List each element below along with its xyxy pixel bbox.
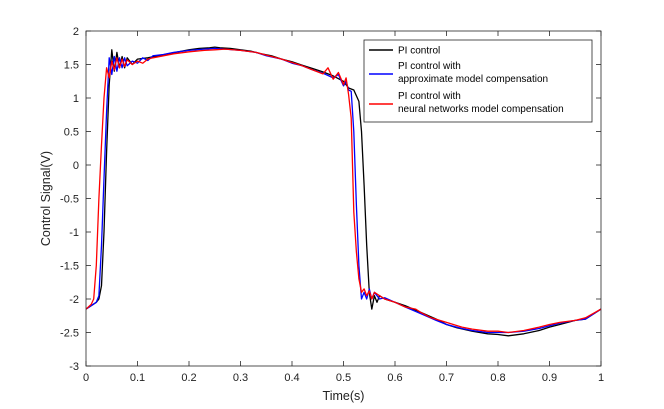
y-tick-label: -0.5: [60, 194, 79, 206]
legend-label-approx-line1: PI control with: [398, 61, 461, 72]
y-axis-ticks: -3 -2.5 -2 -1.5 -1 -0.5 0 0.5 1 1.5 2: [60, 26, 601, 373]
y-tick-label: 0.5: [64, 127, 79, 139]
x-tick-label: 0.6: [387, 372, 402, 384]
y-tick-label: 0: [73, 160, 79, 172]
x-axis-label: Time(s): [323, 389, 365, 403]
y-tick-label: 1.5: [64, 60, 79, 72]
y-tick-label: -1: [69, 227, 79, 239]
x-tick-label: 0.7: [439, 372, 454, 384]
series-lines: [86, 46, 601, 337]
legend-label-approx-line2: approximate model compensation: [398, 74, 548, 85]
x-tick-label: 0.2: [181, 372, 196, 384]
y-tick-label: -2: [69, 294, 79, 306]
x-tick-label: 1: [598, 372, 604, 384]
series-line-1: [86, 47, 601, 334]
x-tick-label: 0.5: [336, 372, 351, 384]
x-tick-label: 0.4: [284, 372, 299, 384]
y-tick-label: 2: [73, 26, 79, 38]
legend-label-nn-line2: neural networks model compensation: [398, 104, 564, 115]
series-line-2: [86, 48, 601, 334]
x-axis-ticks: 0 0.1 0.2 0.3 0.4 0.5 0.6 0.7 0.8 0.9 1: [83, 31, 604, 384]
legend-label-pi: PI control: [398, 46, 440, 57]
legend-label-nn-line1: PI control with: [398, 91, 461, 102]
x-tick-label: 0.8: [490, 372, 505, 384]
axes-box: [85, 30, 602, 367]
y-tick-label: 1: [73, 93, 79, 105]
y-tick-label: -3: [69, 361, 79, 373]
x-tick-label: 0.9: [542, 372, 557, 384]
y-tick-label: -2.5: [60, 328, 79, 340]
legend: PI control PI control with approximate m…: [363, 39, 593, 123]
y-axis-label: Control Signal(V): [39, 151, 53, 246]
legend-box: [363, 39, 593, 123]
x-tick-label: 0: [83, 372, 89, 384]
x-tick-label: 0.3: [233, 372, 248, 384]
y-tick-label: -1.5: [60, 261, 79, 273]
x-tick-label: 0.1: [130, 372, 145, 384]
